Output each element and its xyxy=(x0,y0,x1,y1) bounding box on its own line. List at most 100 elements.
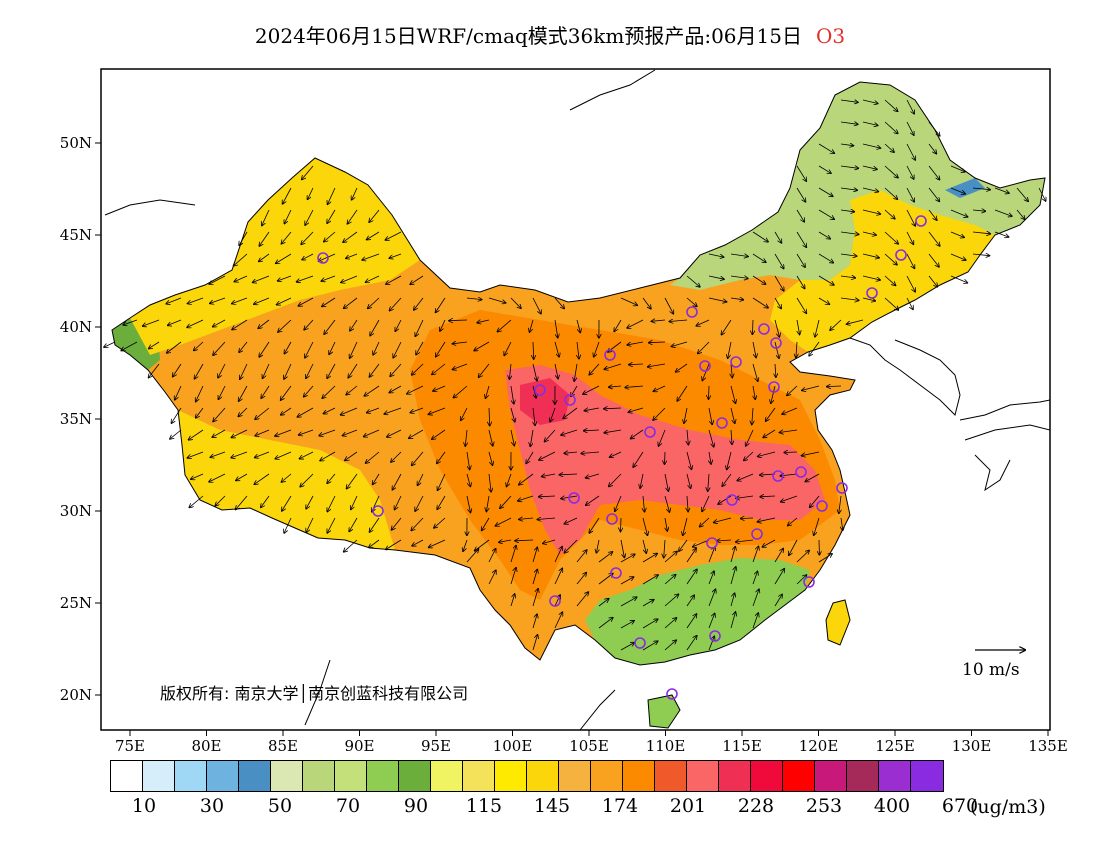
wind-arrow xyxy=(840,122,858,124)
wind-arrow xyxy=(297,407,314,417)
wind-arrow xyxy=(319,253,336,261)
wind-arrow xyxy=(620,297,637,305)
colorbar xyxy=(110,760,944,792)
wind-arrow xyxy=(298,297,314,306)
colorbar-label: 115 xyxy=(465,795,503,817)
colorbar-swatch xyxy=(847,761,879,791)
wind-arrow xyxy=(847,319,864,324)
wind-arrow xyxy=(802,385,820,390)
wind-arrow xyxy=(554,547,562,563)
wind-arrow xyxy=(364,429,380,437)
wind-arrow xyxy=(627,341,644,345)
wind-arrow xyxy=(708,547,715,563)
wind-arrow xyxy=(320,451,336,461)
wind-arrow xyxy=(774,341,779,358)
wind-arrow xyxy=(687,429,688,445)
wind-arrow xyxy=(972,210,985,211)
yellow-northeast-region xyxy=(770,190,995,352)
colorbar-label: 400 xyxy=(873,795,911,817)
colorbar-label: 50 xyxy=(267,795,293,817)
wind-arrow xyxy=(510,429,514,446)
wind-arrow xyxy=(586,495,600,505)
colorbar-swatch xyxy=(303,761,335,791)
wind-arrow xyxy=(187,319,204,327)
wind-arrow xyxy=(928,231,940,246)
colorbar-swatch xyxy=(655,761,687,791)
colorbar-swatch xyxy=(911,761,943,791)
lon-label-95E: 95E xyxy=(420,737,452,755)
wind-arrow xyxy=(581,452,600,454)
wind-arrow xyxy=(213,319,226,327)
wind-arrow xyxy=(598,574,613,585)
wind-arrow xyxy=(509,363,511,379)
wind-arrow xyxy=(669,320,688,322)
station-marker xyxy=(730,356,742,368)
wind-arrow xyxy=(730,298,743,300)
wind-arrow xyxy=(752,319,753,334)
wind-arrow xyxy=(818,253,833,263)
wind-arrow xyxy=(187,451,204,458)
wind-arrow xyxy=(818,231,830,239)
station-marker xyxy=(549,595,561,607)
wind-arrow xyxy=(519,518,534,519)
wind-arrow xyxy=(306,517,314,532)
wind-arrow xyxy=(283,187,292,204)
lat-label-40N: 40N xyxy=(59,318,92,336)
wind-arrow xyxy=(499,540,512,542)
wind-arrow xyxy=(175,385,182,400)
wind-arrow xyxy=(994,231,1009,237)
wind-arrow xyxy=(686,297,697,306)
colorbar-label: 228 xyxy=(737,795,775,817)
wind-arrow xyxy=(700,517,710,527)
wind-arrow xyxy=(368,297,380,308)
wind-arrow xyxy=(210,297,226,303)
colorbar-swatch xyxy=(623,761,655,791)
wind-arrow xyxy=(232,297,248,304)
axis-ticks xyxy=(95,142,1049,736)
wind-arrow xyxy=(840,254,857,256)
wind-arrow xyxy=(212,429,226,437)
wind-arrow xyxy=(796,209,804,222)
lon-label-110E: 110E xyxy=(645,737,686,755)
wind-arrow xyxy=(884,209,895,219)
station-marker xyxy=(768,381,780,393)
wind-arrow xyxy=(319,429,336,436)
wind-arrow xyxy=(862,165,877,169)
wind-arrow xyxy=(327,363,336,378)
wind-arrow xyxy=(928,121,940,136)
wind-arrow xyxy=(972,232,990,234)
wind-arrow xyxy=(452,342,468,344)
colorbar-swatch xyxy=(271,761,303,791)
wind-arrow xyxy=(586,473,600,478)
wind-arrow xyxy=(168,319,182,325)
wind-arrow xyxy=(532,547,537,563)
wind-arrow xyxy=(231,451,248,458)
wind-arrow xyxy=(189,429,204,440)
colorbar-swatch xyxy=(367,761,399,791)
wind-arrow xyxy=(477,320,490,323)
station-marker xyxy=(803,576,815,588)
wind-arrow xyxy=(815,319,820,337)
lon-label-115E: 115E xyxy=(722,737,762,755)
wind-arrow xyxy=(210,451,226,457)
wind-arrow xyxy=(752,275,766,284)
wind-arrow xyxy=(239,341,248,352)
colorbar-swatch xyxy=(239,761,271,791)
wind-arrow xyxy=(577,341,579,359)
wind-arrow xyxy=(753,385,755,399)
wind-arrow xyxy=(718,495,732,504)
wind-arrow xyxy=(862,275,880,280)
wind-arrow xyxy=(255,407,270,419)
wind-arrow xyxy=(730,254,748,257)
wind-arrow xyxy=(752,231,768,242)
wind-arrow xyxy=(839,495,841,513)
wind-arrow xyxy=(609,473,622,487)
wind-arrow xyxy=(589,517,600,533)
wind-arrow xyxy=(306,363,314,378)
wind-arrow xyxy=(344,539,358,552)
colorbar-swatch xyxy=(815,761,847,791)
wind-arrow xyxy=(676,363,688,372)
wind-arrow xyxy=(438,473,446,490)
wind-arrow xyxy=(410,275,424,284)
wind-arrow xyxy=(542,474,556,477)
